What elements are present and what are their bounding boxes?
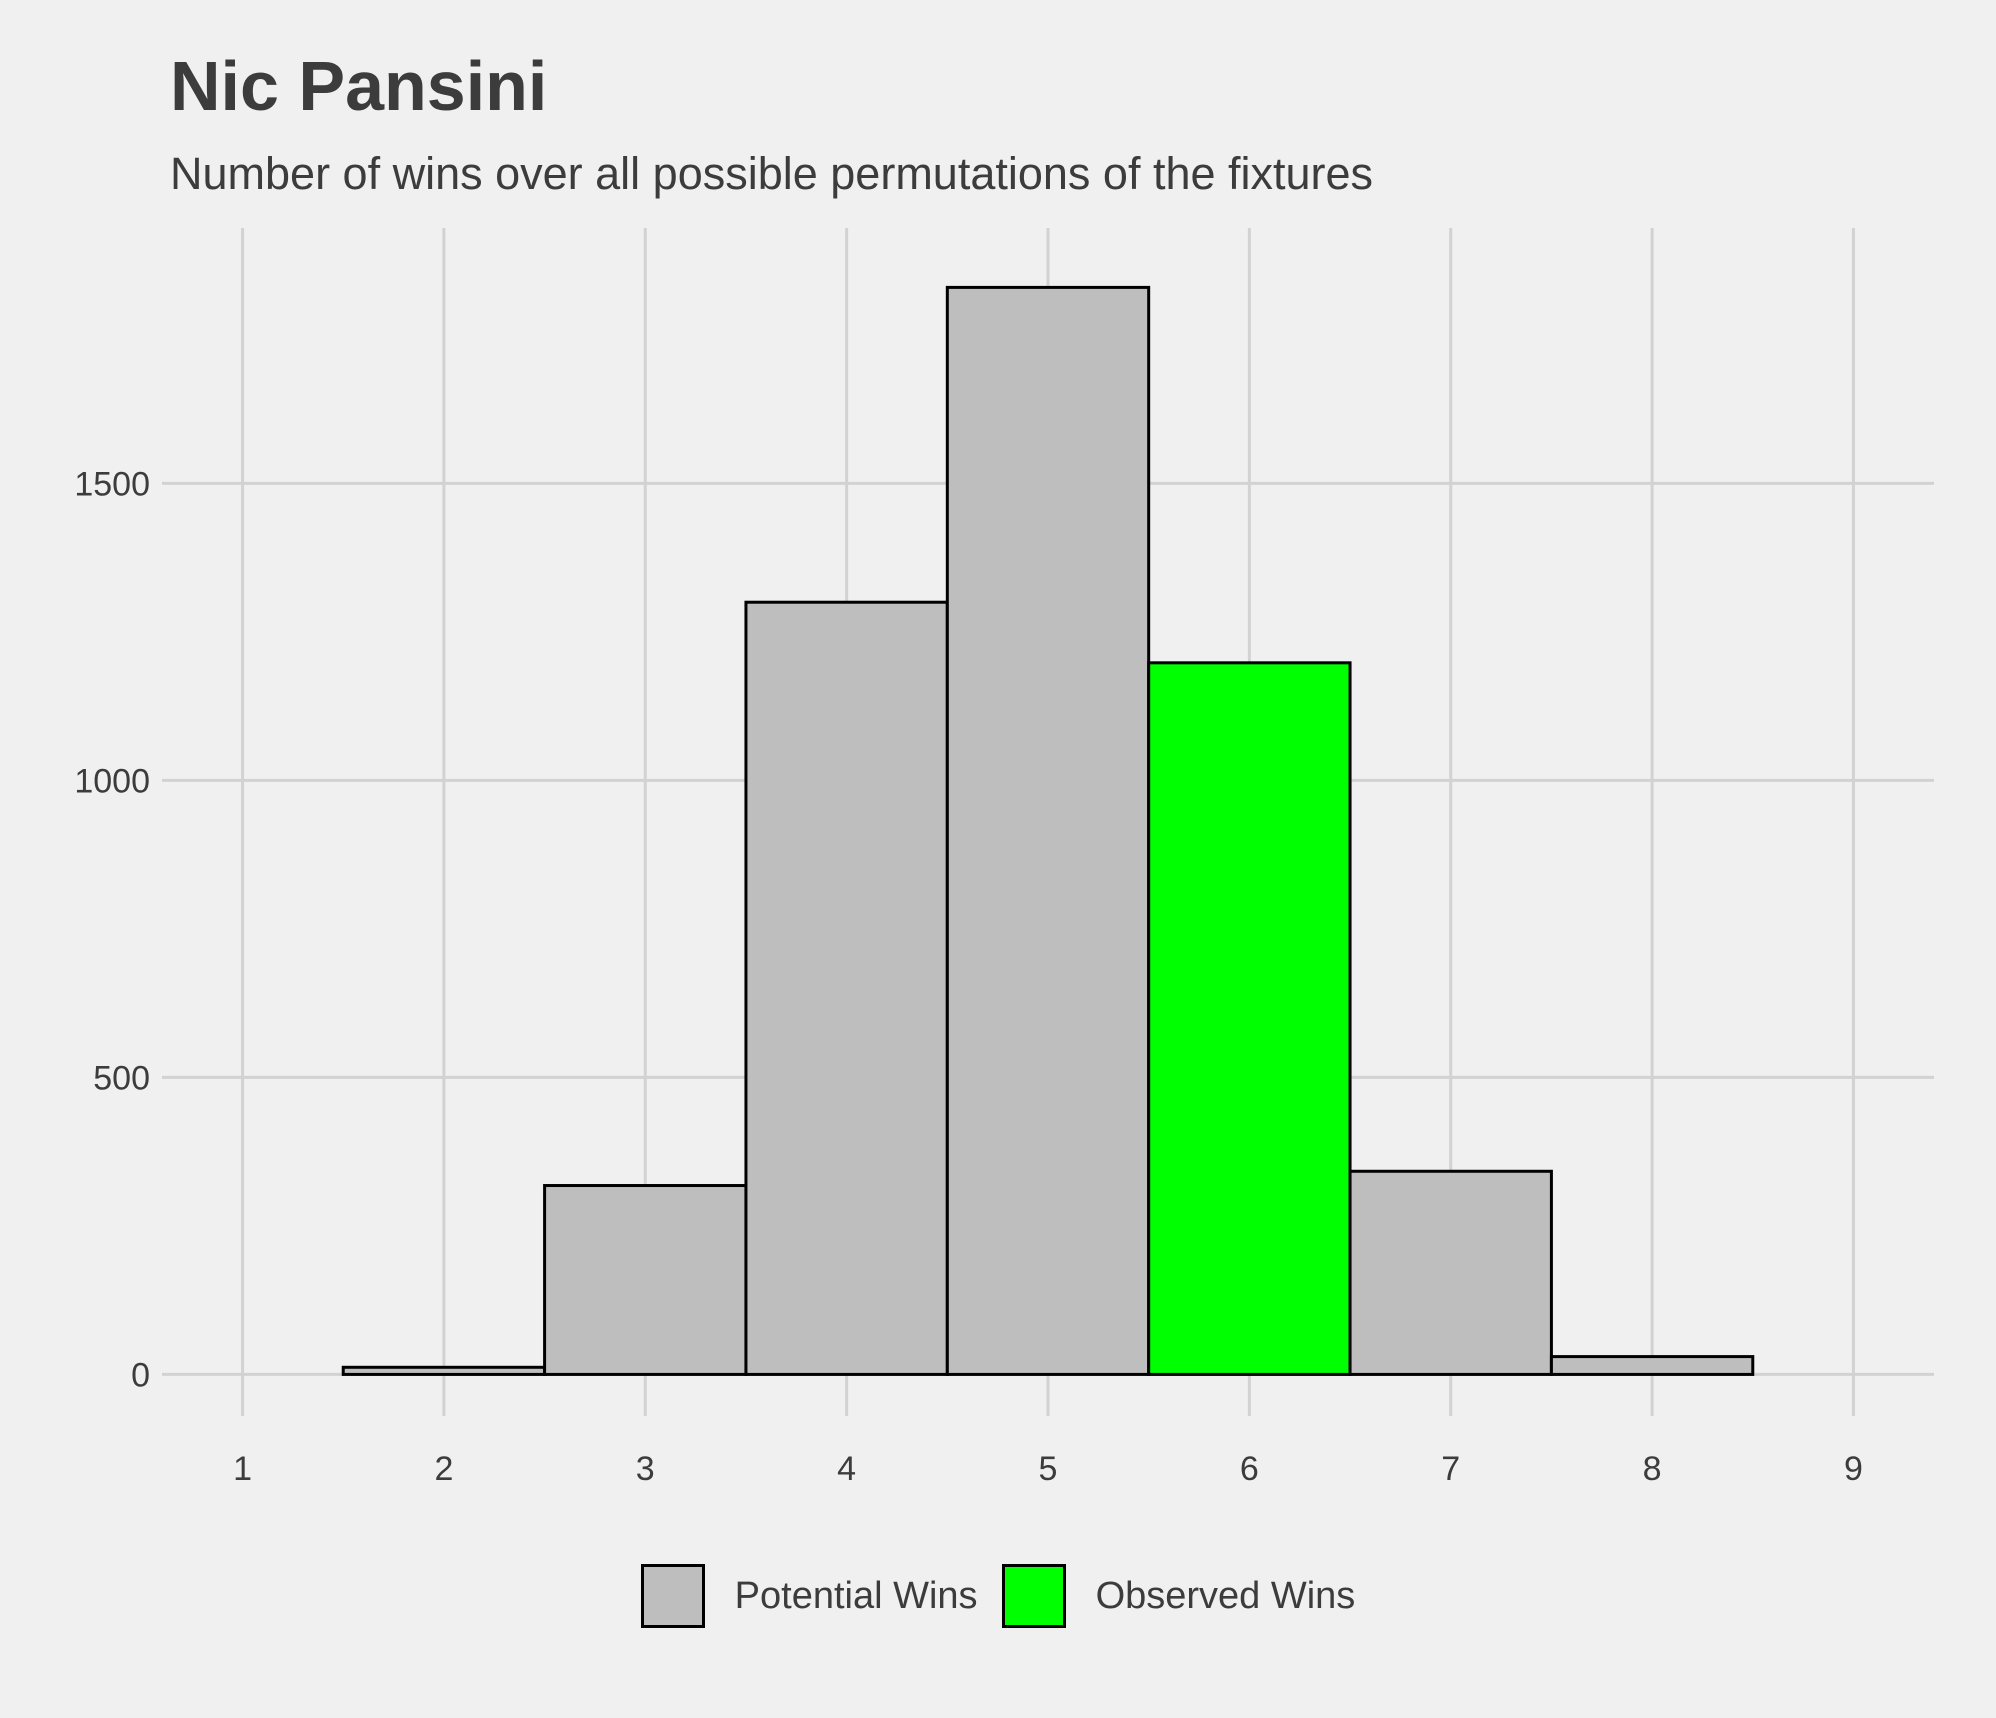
x-tick-label: 1 (233, 1450, 252, 1488)
legend-item-potential: Potential Wins (640, 1564, 978, 1628)
legend-swatch-potential (640, 1564, 705, 1628)
x-tick-label: 2 (434, 1450, 453, 1488)
bar-potential-wins (1348, 1169, 1553, 1376)
chart-subtitle: Number of wins over all possible permuta… (170, 148, 1374, 199)
legend-swatch-observed (1001, 1564, 1066, 1628)
x-tick-label: 8 (1643, 1450, 1662, 1488)
y-tick-label: 500 (93, 1059, 150, 1097)
bar-potential-wins (945, 285, 1151, 1376)
bar-potential-wins (341, 1365, 547, 1376)
x-tick-label: 7 (1441, 1450, 1460, 1488)
chart-title: Nic Pansini (170, 47, 548, 125)
y-tick-label: 1500 (74, 465, 150, 503)
bar-potential-wins (543, 1184, 748, 1376)
x-tick-label: 5 (1039, 1450, 1058, 1488)
x-tick-label: 3 (636, 1450, 655, 1488)
x-tick-label: 6 (1240, 1450, 1259, 1488)
axis-ticks: 1 2 3 4 5 6 7 8 9 0 500 1000 1500 (74, 465, 1863, 1488)
legend-label-observed: Observed Wins (1095, 1574, 1356, 1617)
x-tick-label: 9 (1844, 1450, 1863, 1488)
bar-potential-wins (744, 600, 949, 1376)
y-tick-label: 0 (131, 1356, 150, 1394)
bars (341, 285, 1755, 1376)
y-tick-label: 1000 (74, 762, 150, 800)
legend-item-observed: Observed Wins (1001, 1564, 1356, 1628)
bar-potential-wins (1549, 1355, 1755, 1376)
legend: Potential Wins Observed Wins (0, 1564, 1996, 1628)
legend-label-potential: Potential Wins (734, 1574, 978, 1617)
bar-observed-wins (1147, 661, 1352, 1376)
x-tick-label: 4 (837, 1450, 856, 1488)
